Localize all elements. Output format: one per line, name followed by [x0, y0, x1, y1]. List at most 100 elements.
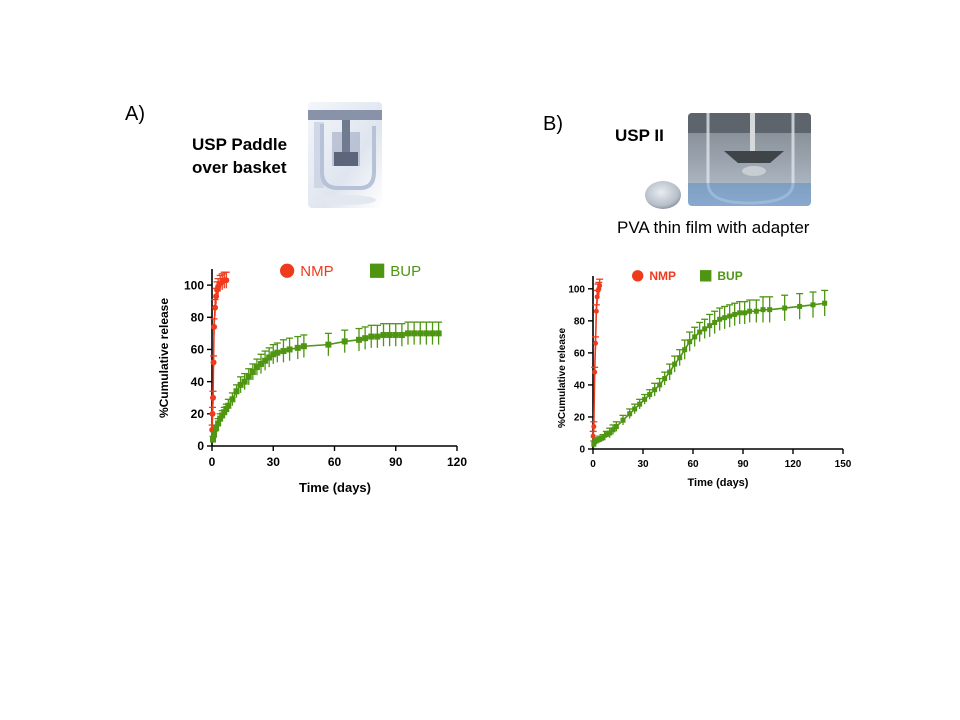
usp-ii-vessel-photo	[688, 113, 811, 206]
chart-a-bup-point	[341, 338, 348, 345]
pva-film-disc-photo	[644, 180, 682, 210]
chart-a-bup-point	[225, 402, 232, 409]
chart-b-bup-point	[613, 424, 619, 430]
chart-a-nmp-point	[210, 394, 217, 401]
chart-b-nmp-point	[593, 308, 599, 314]
chart-b-bup-point	[717, 316, 723, 322]
chart-a-y-tick-label: 80	[191, 310, 205, 324]
chart-b-x-tick-label: 90	[737, 459, 749, 470]
chart-a-legend-bup-marker	[370, 263, 385, 278]
chart-b-bup-point	[707, 323, 713, 329]
chart-a-bup-point	[215, 420, 222, 427]
chart-a-x-tick-label: 30	[267, 455, 281, 469]
chart-a-bup-point	[386, 331, 393, 338]
chart-b-bup-point	[642, 396, 648, 402]
chart-b-bup-point	[782, 305, 788, 311]
chart-a-bup-point	[280, 348, 287, 355]
chart-b-bup-point	[593, 438, 599, 444]
chart-a-legend-nmp-label: NMP	[300, 263, 333, 280]
chart-b-legend-nmp-label: NMP	[649, 269, 676, 283]
chart-a-x-tick-label: 120	[447, 455, 467, 469]
chart-a-bup-point	[374, 333, 381, 340]
chart-b-bup-point	[637, 401, 643, 407]
chart-b-bup-point	[682, 347, 688, 353]
chart-a-y-tick-label: 40	[191, 375, 205, 389]
chart-a-bup-line	[212, 332, 439, 440]
chart-a-bup-point	[262, 357, 269, 364]
chart-a-bup-point	[294, 344, 301, 351]
panel-b-caption: PVA thin film with adapter	[617, 218, 810, 237]
chart-a-bup-point	[241, 378, 248, 385]
chart-a-bup-point	[253, 364, 260, 371]
chart-b-legend: NMP BUP	[632, 269, 743, 283]
chart-a-legend: NMP BUP	[280, 263, 421, 280]
chart-b-y-tick-label: 0	[579, 445, 585, 456]
chart-a-marks	[208, 271, 443, 443]
chart-a-bup-point	[221, 409, 228, 416]
chart-a-bup-point	[368, 333, 375, 340]
chart-b-bup-point	[712, 319, 718, 325]
chart-b-bup-point	[722, 315, 728, 321]
chart-a-bup-point	[398, 331, 405, 338]
chart-a-x-tick-label: 90	[389, 455, 403, 469]
chart-a-nmp-point	[209, 410, 216, 417]
chart-b-bup-point	[702, 326, 708, 332]
chart-b-bup-point	[672, 361, 678, 367]
chart-a-bup-point	[380, 331, 387, 338]
chart-b-bup-point	[610, 427, 616, 433]
chart-a-bup-point	[435, 330, 442, 337]
chart-a-y-tick-label: 20	[191, 407, 205, 421]
chart-a-y-tick-label: 0	[197, 439, 204, 453]
chart-a-y-tick-label: 100	[184, 278, 204, 292]
chart-a-bup-point	[266, 354, 273, 361]
chart-a-bup-point	[423, 330, 430, 337]
chart-b-bup-point	[747, 308, 753, 314]
chart-b-marks	[589, 278, 829, 448]
chart-b-legend-bup-label: BUP	[717, 269, 742, 283]
chart-b-bup-point	[732, 311, 738, 317]
chart-b-bup-point	[692, 334, 698, 340]
chart-b-bup-point	[652, 387, 658, 393]
chart-b-bup-point	[620, 417, 626, 423]
chart-a-bup-point	[356, 336, 362, 343]
chart-a-bup-point	[213, 425, 220, 432]
chart-a-bup-point	[233, 388, 240, 395]
chart-a-bup-point	[274, 349, 281, 356]
chart-a-bup-point	[229, 396, 236, 403]
chart-b-bup-point	[677, 355, 683, 361]
chart-b-bup-point	[760, 307, 766, 313]
chart-b-bup-point	[657, 382, 663, 388]
chart-b-nmp-point	[592, 369, 598, 375]
chart-b-legend-nmp-marker	[632, 270, 644, 282]
chart-b-bup-point	[600, 435, 606, 441]
chart-b-bup-point	[767, 307, 773, 313]
chart-b-bup-point	[632, 406, 638, 412]
chart-b-x-tick-label: 0	[590, 459, 596, 470]
chart-b-bup-point	[607, 430, 613, 436]
chart-a-bup-point	[249, 368, 256, 375]
chart-a-bup-point	[392, 331, 399, 338]
chart-a-bup-point	[245, 373, 252, 380]
chart-b-bup-point	[603, 432, 609, 438]
chart-a-y-tick-label: 60	[191, 343, 205, 357]
chart-a-bup-point	[286, 346, 293, 353]
chart-a-legend-nmp-marker	[280, 263, 295, 278]
chart-a-bup-point	[219, 412, 226, 419]
panel-a-setup-title-line-2: over basket	[192, 158, 287, 177]
chart-b-x-tick-label: 60	[687, 459, 699, 470]
chart-a-bup-point	[411, 330, 418, 337]
chart-b-nmp-point	[593, 340, 598, 346]
chart-a-bup-point	[270, 351, 277, 358]
chart-a-x-tick-label: 60	[328, 455, 342, 469]
chart-b-ylabel: %Cumulative release	[557, 328, 568, 428]
chart-b-bup-point	[697, 329, 703, 335]
chart-b: 0 30 60 90 120 150 0 20 40 60 80 100 NMP BUP Time (d…	[557, 269, 852, 489]
chart-a-bup-point	[325, 341, 332, 348]
panel-a-label: A)	[125, 103, 145, 125]
chart-a-nmp-point	[223, 277, 230, 284]
chart-b-x-tick-label: 150	[835, 459, 852, 470]
chart-a-bup-point	[417, 330, 424, 337]
chart-b-x-tick-label: 30	[637, 459, 649, 470]
chart-b-y-tick-label: 60	[574, 348, 586, 359]
chart-a-bup-point	[405, 330, 411, 337]
